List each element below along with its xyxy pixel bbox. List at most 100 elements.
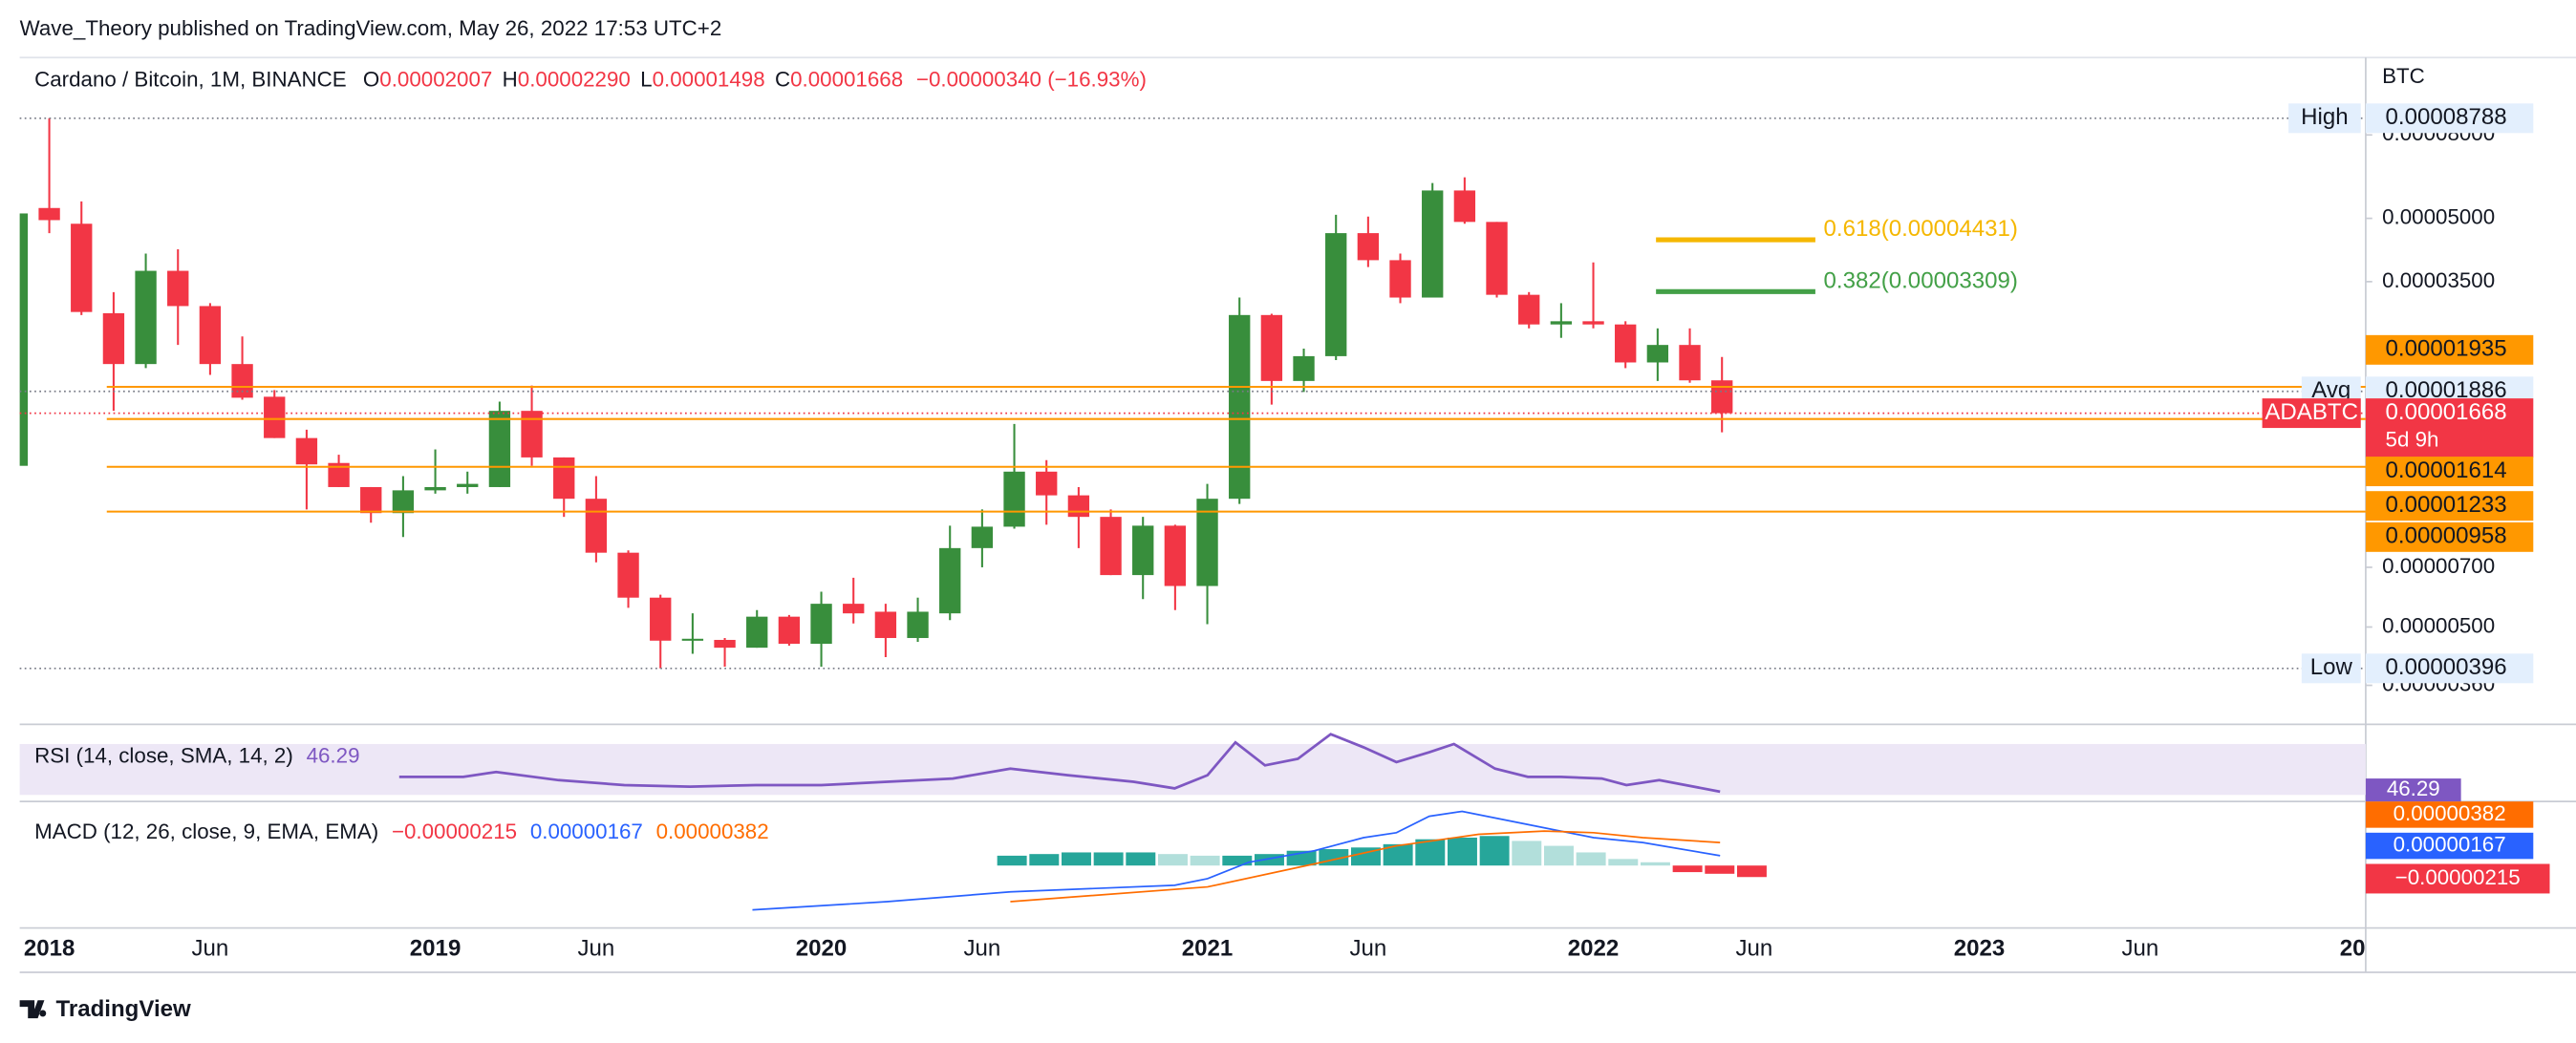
- rsi-line: [398, 733, 1721, 794]
- candle-body: [874, 611, 897, 638]
- candle-body: [328, 462, 350, 487]
- macd-bar: [1093, 852, 1124, 866]
- rsi-title: RSI (14, close, SMA, 14, 2): [34, 744, 293, 768]
- fib-label: 0.382(0.00003309): [1824, 267, 2018, 293]
- x-tick-label: Jun: [2121, 935, 2158, 961]
- macd-bar: [1447, 837, 1477, 866]
- x-tick-label: Jun: [577, 935, 614, 961]
- macd-histogram: [997, 836, 1767, 878]
- price-line-name-box: [2301, 653, 2361, 684]
- candle-body: [264, 396, 286, 438]
- candle-body: [681, 638, 704, 641]
- x-tick-label: Jun: [1349, 935, 1386, 961]
- candle-body: [1679, 345, 1701, 381]
- x-tick-label: 2019: [410, 935, 462, 961]
- macd-histogram-value: −0.00000215: [392, 820, 517, 843]
- macd-bar: [1543, 845, 1574, 866]
- candle-body: [1003, 471, 1025, 527]
- countdown: 5d 9h: [2386, 428, 2439, 452]
- candle-body: [617, 552, 639, 598]
- x-tick-label: 2018: [24, 935, 75, 961]
- x-tick-label: 2023: [1954, 935, 2006, 961]
- y-tick-label: 0.00000700: [2382, 554, 2495, 578]
- candle-body: [1486, 222, 1508, 295]
- candle-body: [1132, 525, 1154, 576]
- macd-bar: [1705, 865, 1735, 874]
- candle-body: [135, 270, 157, 365]
- x-tick-label: 2022: [1568, 935, 1620, 961]
- rsi-legend: RSI (14, close, SMA, 14, 2) 46.29: [34, 744, 359, 768]
- candle-body: [778, 616, 801, 645]
- candle-body: [843, 604, 865, 614]
- brand: TradingView: [55, 996, 191, 1022]
- ohlc-value: 0.00002290: [518, 67, 631, 91]
- ohlc-label: H: [503, 67, 518, 91]
- ohlc-label: L: [640, 67, 652, 91]
- price-line-value-box: [2365, 398, 2534, 458]
- ohlc-value: 0.00001668: [790, 67, 903, 91]
- level-label: 0.00001935: [2386, 336, 2507, 362]
- brand-logo: [19, 1000, 47, 1019]
- macd-axis-label-box: [2365, 801, 2534, 828]
- macd-bar: [1222, 855, 1253, 866]
- candle-body: [102, 312, 125, 365]
- candle-body: [1550, 321, 1573, 325]
- y-tick-label: 0.00005000: [2382, 205, 2495, 229]
- macd-bar: [1126, 852, 1156, 866]
- price-line-value-box: [2365, 653, 2534, 684]
- candle-body: [585, 499, 608, 553]
- candle-body: [1711, 380, 1733, 414]
- macd-legend: MACD (12, 26, close, 9, EMA, EMA) −0.0000…: [34, 820, 769, 843]
- macd-bar: [1061, 852, 1091, 866]
- signal-line: [1010, 830, 1721, 903]
- x-tick-label: 20: [2340, 935, 2366, 961]
- macd-bar: [1190, 855, 1220, 866]
- macd-axis-label-box: [2365, 863, 2550, 894]
- macd-bar: [1672, 865, 1703, 873]
- candle-body: [1453, 190, 1476, 223]
- candle-body: [907, 611, 929, 638]
- level-label-box: [2365, 334, 2534, 365]
- ohlc-label: O: [363, 67, 379, 91]
- candle-body: [71, 224, 93, 312]
- candle-body: [167, 270, 189, 307]
- rsi-band: [19, 743, 2366, 796]
- macd-bar: [1576, 852, 1606, 866]
- macd-bar: [1415, 839, 1446, 866]
- price-line-value: 0.00000396: [2386, 654, 2507, 680]
- candle-body: [1164, 525, 1187, 586]
- macd-axis-label: −0.00000215: [2395, 865, 2521, 889]
- candle-body: [392, 490, 415, 514]
- symbol: Cardano / Bitcoin, 1M, BINANCE: [34, 67, 347, 91]
- macd-bar: [1640, 862, 1670, 866]
- candle-body: [1100, 517, 1122, 576]
- candle-body: [1067, 495, 1090, 518]
- candle-body: [1293, 355, 1315, 381]
- candle-body: [1646, 345, 1669, 363]
- candle-body: [521, 411, 543, 458]
- level-label-box: [2365, 522, 2534, 552]
- candle-body: [488, 411, 511, 487]
- x-tick-label: 2021: [1182, 935, 1234, 961]
- candle-body: [1357, 233, 1380, 261]
- x-tick-label: Jun: [192, 935, 229, 961]
- macd-title: MACD (12, 26, close, 9, EMA, EMA): [34, 820, 378, 843]
- macd-bar: [1157, 854, 1188, 866]
- candle-body: [714, 639, 736, 649]
- macd-axis-label: 0.00000167: [2394, 832, 2506, 856]
- ohlc-label: C: [775, 67, 790, 91]
- price-line-value: 0.00008788: [2386, 104, 2507, 130]
- price-line-name-box: [2288, 103, 2361, 134]
- rsi-axis-label: 46.29: [2387, 777, 2440, 800]
- candles: [19, 117, 1733, 669]
- candle-body: [19, 213, 29, 466]
- macd-axis-label: 0.00000382: [2394, 801, 2506, 825]
- candle-body: [650, 597, 672, 641]
- candle-body: [971, 526, 994, 548]
- level-label-box: [2365, 491, 2534, 522]
- candle-body: [1389, 260, 1411, 298]
- price-line-name: ADABTC: [2265, 399, 2358, 425]
- macd-line: [752, 810, 1721, 911]
- fib-label: 0.618(0.00004431): [1824, 216, 2018, 242]
